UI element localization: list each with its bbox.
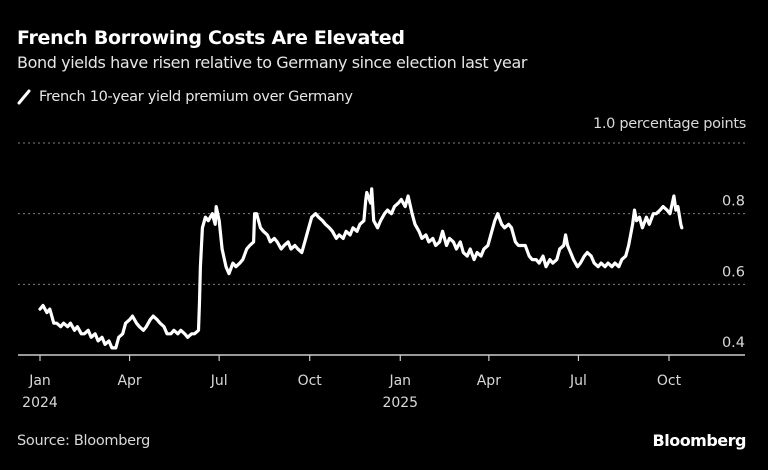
x-tick-label: Oct (657, 373, 682, 389)
legend-label: French 10-year yield premium over German… (39, 89, 353, 105)
chart-title: French Borrowing Costs Are Elevated (17, 27, 405, 49)
x-tick-label: Apr (477, 373, 501, 389)
chart-subtitle: Bond yields have risen relative to Germa… (17, 53, 528, 72)
y-axis-unit-label: 1.0 percentage points (592, 116, 746, 132)
y-tick-label: 0.6 (722, 264, 745, 280)
x-tick-year-label: 2024 (22, 395, 58, 411)
bloomberg-logo: Bloomberg (652, 431, 747, 450)
legend-line-swatch-icon (17, 89, 31, 105)
x-tick-label: Jan (388, 373, 411, 389)
x-tick-label: Jan (28, 373, 51, 389)
legend: French 10-year yield premium over German… (17, 89, 353, 105)
x-tick-label: Jul (210, 373, 228, 389)
source-note: Source: Bloomberg (17, 433, 151, 449)
x-tick-label: Apr (117, 373, 141, 389)
x-tick-year-label: 2025 (382, 395, 418, 411)
series-line-french-premium (38, 187, 684, 350)
x-tick-label: Oct (298, 373, 323, 389)
y-tick-label: 0.4 (722, 335, 745, 351)
y-tick-label: 0.8 (722, 194, 745, 210)
x-tick-label: Jul (569, 373, 587, 389)
